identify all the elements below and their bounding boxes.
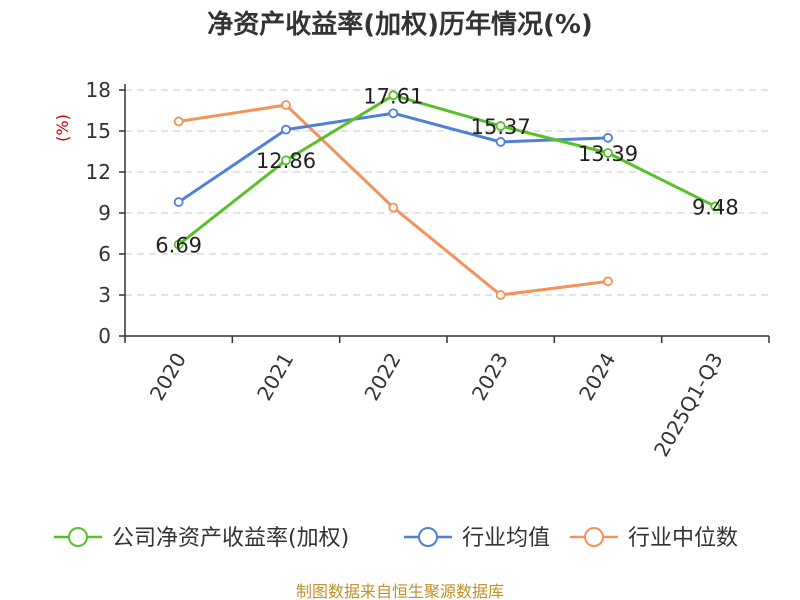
x-tick-label: 2023 (467, 348, 513, 404)
legend-marker (584, 527, 604, 547)
data-point (495, 121, 506, 131)
legend-item-0[interactable]: 公司净资产收益率(加权) (54, 526, 349, 551)
grid (125, 89, 769, 296)
y-tick-label: 12 (86, 160, 111, 184)
legend[interactable]: 公司净资产收益率(加权) 行业均值 行业中位数 (54, 526, 738, 551)
data-labels: 6.69 12.86 17.61 15.37 13.39 9.48 (155, 84, 738, 257)
series-line (177, 111, 609, 204)
data-point (710, 201, 721, 212)
data-point (281, 100, 291, 110)
y-tick-label: 3 (98, 283, 111, 307)
data-point (603, 148, 613, 158)
series-line (178, 103, 609, 297)
data-point (388, 90, 399, 101)
series-2 (173, 100, 613, 300)
series-1 (173, 108, 613, 207)
legend-marker (418, 527, 438, 547)
legend-item-1[interactable]: 行业均值 (404, 526, 550, 551)
data-point (603, 132, 613, 143)
legend-item-2[interactable]: 行业中位数 (570, 526, 738, 551)
x-tick-label: 2025Q1-Q3 (649, 349, 728, 461)
legend-label: 行业均值 (462, 526, 550, 551)
series-0 (173, 90, 721, 250)
series (173, 90, 721, 300)
data-point (173, 116, 184, 127)
y-tick-label: 6 (98, 242, 111, 266)
data-point (495, 137, 506, 147)
data-label: 12.86 (256, 149, 316, 173)
data-point (388, 202, 399, 213)
data-point (281, 155, 291, 166)
x-tick-label: 2022 (359, 349, 405, 405)
data-label: 13.39 (578, 142, 638, 166)
axes: 0 3 6 9 12 15 18 2020 2021 2022 2023 2024 2025Q1-Q3 (86, 78, 770, 461)
x-tick-label: 2024 (574, 349, 620, 405)
data-point (281, 124, 291, 135)
source-note: 制图数据来自恒生聚源数据库 (296, 582, 504, 600)
chart-title: 净资产收益率(加权)历年情况(%) (207, 9, 593, 40)
series-line (177, 93, 717, 246)
legend-label: 行业中位数 (628, 526, 738, 551)
legend-label: 公司净资产收益率(加权) (112, 526, 349, 551)
y-tick-label: 15 (86, 119, 111, 143)
data-label: 6.69 (155, 234, 202, 258)
y-tick-label: 9 (98, 201, 111, 225)
data-point (173, 239, 184, 250)
y-tick-label: 0 (98, 324, 111, 348)
x-tick-label: 2020 (145, 349, 191, 405)
data-label: 17.61 (363, 84, 423, 108)
y-tick-label: 18 (86, 78, 111, 102)
data-point (173, 197, 184, 207)
y-axis-label: (%) (53, 114, 72, 142)
data-label: 9.48 (692, 195, 739, 219)
x-tick-label: 2021 (252, 349, 298, 405)
data-label: 15.37 (471, 115, 531, 139)
data-point (388, 108, 399, 119)
legend-marker (68, 527, 88, 547)
data-point (495, 290, 506, 300)
data-point (603, 276, 613, 287)
